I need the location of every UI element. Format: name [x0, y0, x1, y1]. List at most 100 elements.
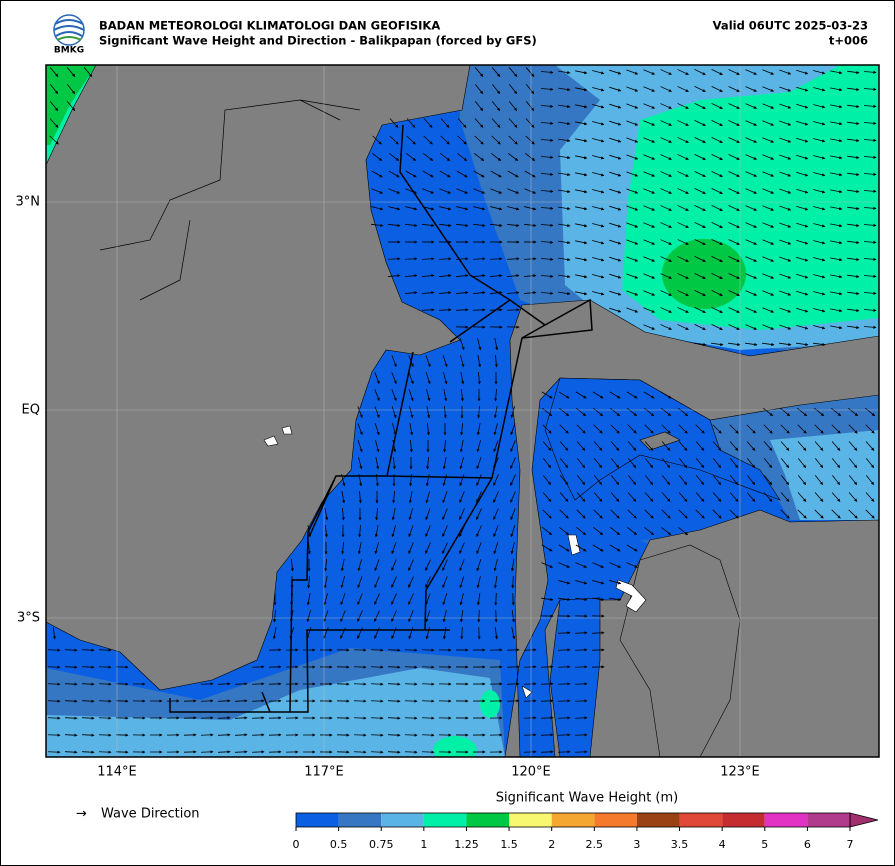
wave-arrow	[626, 273, 639, 279]
wave-arrow	[813, 138, 826, 143]
wave-arrow	[476, 491, 482, 503]
wave-arrow	[677, 171, 689, 177]
wave-arrow	[728, 273, 740, 279]
wave-arrow	[459, 576, 465, 589]
wave-arrow	[745, 222, 757, 228]
wave-arrow	[438, 291, 452, 295]
wave-arrow	[493, 525, 499, 538]
colorbar-segment	[423, 813, 467, 827]
wave-arrow	[559, 526, 570, 536]
wave-arrow	[494, 627, 499, 640]
border	[99, 99, 361, 301]
wave-arrow	[425, 508, 431, 521]
wave-arrow	[745, 188, 757, 194]
wave-arrow	[408, 627, 414, 640]
wave-arrow	[847, 325, 860, 330]
wave-arrow	[610, 441, 620, 451]
wave-arrow	[660, 391, 672, 399]
wave-arrow	[476, 440, 481, 453]
wave-arrow	[626, 222, 639, 228]
wave-arrow	[251, 716, 265, 720]
wave-arrow	[610, 492, 620, 502]
wave-arrow	[644, 526, 655, 536]
lon-label: 117°E	[304, 765, 344, 780]
wave-arrow	[779, 222, 792, 228]
wave-arrow	[426, 456, 430, 470]
wave-arrow	[438, 308, 452, 312]
wave-arrow	[493, 542, 499, 555]
wave-arrow	[865, 475, 875, 486]
wave-arrow	[592, 274, 605, 279]
wave-arrow	[370, 699, 384, 703]
wave-arrow	[643, 171, 656, 177]
wave-arrow	[677, 188, 689, 194]
wave-arrow	[796, 86, 809, 92]
wave-arrow	[575, 138, 588, 143]
wave-arrow	[523, 682, 537, 686]
wave-arrow	[694, 137, 706, 143]
wave-arrow	[558, 274, 571, 279]
wave-arrow	[459, 338, 465, 351]
wave-arrow	[442, 508, 448, 521]
wave-arrow	[408, 559, 414, 571]
wave-arrow	[796, 154, 809, 160]
wave-arrow	[341, 541, 345, 555]
wave-arrow	[81, 665, 95, 669]
wave-arrow	[660, 256, 672, 262]
wave-arrow	[404, 665, 418, 669]
wave-arrow	[813, 342, 826, 347]
plot-frame	[45, 64, 880, 758]
map	[46, 65, 879, 757]
wave-arrow	[404, 223, 418, 227]
wave-arrow	[472, 308, 486, 312]
wave-arrow	[830, 257, 843, 262]
wave-arrow	[508, 135, 518, 145]
wave-arrow	[306, 593, 311, 606]
wave-arrow	[374, 406, 380, 419]
wave-arrow	[557, 699, 571, 703]
wave-arrow	[510, 542, 515, 555]
wave-arrow	[98, 682, 112, 686]
wave-arrow	[847, 206, 860, 211]
wave-arrow	[460, 355, 465, 368]
wave-arrow	[489, 274, 503, 278]
wave-arrow	[592, 189, 605, 194]
wave-arrow	[745, 137, 757, 143]
wave-arrow	[540, 138, 554, 142]
wave-arrow	[745, 120, 757, 126]
wave-arrow	[627, 492, 637, 502]
wave-arrow	[510, 491, 516, 503]
wave-arrow	[797, 407, 808, 417]
wave-arrow	[863, 70, 877, 74]
wave-arrow	[66, 84, 76, 95]
wave-arrow	[442, 559, 448, 571]
lon-label: 120°E	[511, 765, 551, 780]
wave-arrow	[848, 407, 859, 417]
wave-arrow	[491, 67, 501, 77]
wave-arrow	[81, 648, 95, 652]
wave-arrow	[510, 406, 515, 419]
wave-arrow	[523, 257, 537, 261]
wave-arrow	[711, 273, 723, 279]
wave-arrow	[506, 308, 520, 312]
wave-arrow	[576, 475, 586, 486]
wave-arrow	[609, 69, 622, 75]
wave-arrow	[865, 492, 875, 502]
wave-arrow	[863, 172, 877, 176]
wave-arrow	[47, 648, 61, 652]
wave-arrow	[523, 699, 537, 703]
lat-label: 3°N	[16, 195, 41, 210]
wave-arrow	[542, 458, 552, 469]
wave-arrow	[408, 525, 414, 538]
wave-arrow	[745, 307, 757, 313]
wave-arrow	[493, 559, 498, 572]
wave-arrow	[779, 86, 792, 92]
wave-arrow	[711, 222, 723, 228]
wave-arrow	[779, 239, 792, 245]
wave-arrow	[558, 257, 571, 262]
wave-arrow	[592, 257, 605, 262]
wave-arrow	[677, 324, 689, 330]
wave-arrow	[200, 682, 214, 686]
wave-arrow	[404, 291, 418, 295]
wave-arrow	[459, 542, 465, 554]
